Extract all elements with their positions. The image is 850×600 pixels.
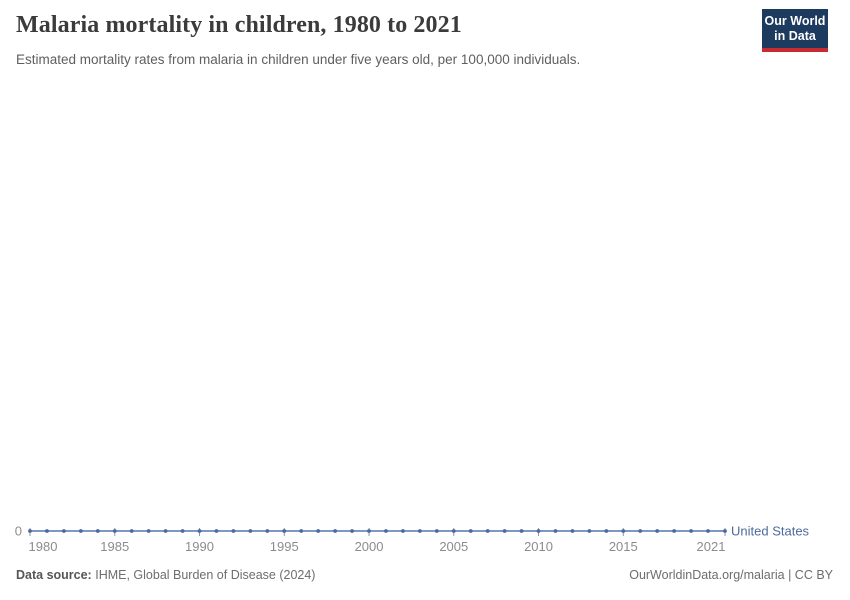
data-point[interactable] xyxy=(468,529,473,533)
data-point[interactable] xyxy=(163,529,168,533)
data-point[interactable] xyxy=(248,529,253,533)
data-point[interactable] xyxy=(197,529,202,533)
chart-subtitle: Estimated mortality rates from malaria i… xyxy=(16,52,581,67)
chart-footer: Data source: IHME, Global Burden of Dise… xyxy=(16,568,833,582)
data-point[interactable] xyxy=(723,529,727,533)
x-tick-label: 2021 xyxy=(697,539,726,554)
x-tick-label: 1985 xyxy=(100,539,129,554)
owid-logo: Our World in Data xyxy=(762,9,828,52)
data-point[interactable] xyxy=(434,529,439,533)
data-point[interactable] xyxy=(95,529,100,533)
data-point[interactable] xyxy=(231,529,236,533)
data-point[interactable] xyxy=(146,529,151,533)
x-tick-label: 2005 xyxy=(439,539,468,554)
data-point[interactable] xyxy=(384,529,388,533)
x-tick-label: 2000 xyxy=(355,539,384,554)
data-point[interactable] xyxy=(316,529,321,533)
x-tick-label: 2010 xyxy=(524,539,553,554)
page-title: Malaria mortality in children, 1980 to 2… xyxy=(16,12,462,38)
data-point[interactable] xyxy=(417,529,422,533)
data-point[interactable] xyxy=(45,529,49,533)
data-point[interactable] xyxy=(604,529,609,533)
data-point[interactable] xyxy=(553,529,558,533)
data-point[interactable] xyxy=(367,529,371,533)
data-point[interactable] xyxy=(28,529,32,533)
data-point[interactable] xyxy=(536,529,541,533)
data-point[interactable] xyxy=(112,529,117,533)
data-point[interactable] xyxy=(401,529,405,533)
data-point[interactable] xyxy=(519,529,524,533)
data-point[interactable] xyxy=(485,529,490,533)
x-tick-label: 1980 xyxy=(29,539,58,554)
data-point[interactable] xyxy=(180,529,185,533)
data-point[interactable] xyxy=(333,529,338,533)
data-point[interactable] xyxy=(265,529,270,533)
x-tick-label: 1995 xyxy=(270,539,299,554)
owid-link[interactable]: OurWorldinData.org/malaria | CC BY xyxy=(629,568,833,582)
data-point[interactable] xyxy=(655,529,660,533)
data-point[interactable] xyxy=(502,529,507,533)
x-tick-label: 2015 xyxy=(609,539,638,554)
series-label[interactable]: United States xyxy=(731,524,810,539)
data-point[interactable] xyxy=(587,529,592,533)
data-point[interactable] xyxy=(706,529,710,533)
y-axis-label: 0 xyxy=(15,524,22,539)
data-source-value: IHME, Global Burden of Disease (2024) xyxy=(95,568,316,582)
data-point[interactable] xyxy=(638,529,643,533)
owid-logo-line1: Our World xyxy=(764,14,826,28)
data-point[interactable] xyxy=(214,529,219,533)
owid-logo-line2: in Data xyxy=(774,29,816,43)
data-point[interactable] xyxy=(350,529,354,533)
data-point[interactable] xyxy=(570,529,575,533)
data-point[interactable] xyxy=(621,529,626,533)
data-point[interactable] xyxy=(129,529,134,533)
data-point[interactable] xyxy=(62,529,66,533)
data-point[interactable] xyxy=(299,529,304,533)
data-point[interactable] xyxy=(78,529,83,533)
data-point[interactable] xyxy=(282,529,287,533)
line-chart[interactable]: 0 1980 1985 1990 1995 2000 2005 2010 2015 2021 Uni… xyxy=(0,500,850,572)
x-tick-label: 1990 xyxy=(185,539,214,554)
data-source-label: Data source: xyxy=(16,568,92,582)
data-source: Data source: IHME, Global Burden of Dise… xyxy=(16,568,315,582)
data-point[interactable] xyxy=(451,529,456,533)
data-point[interactable] xyxy=(689,529,693,533)
data-point[interactable] xyxy=(672,529,677,533)
